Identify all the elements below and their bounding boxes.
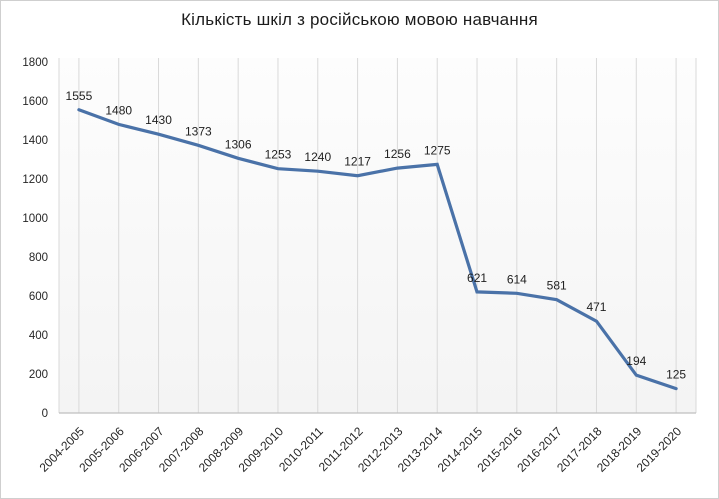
data-label: 1430 — [145, 113, 172, 127]
y-tick-label: 1600 — [22, 96, 48, 108]
data-label: 1373 — [185, 124, 212, 138]
data-label: 471 — [586, 300, 606, 314]
data-label: 1555 — [66, 89, 93, 103]
y-tick-label: 1000 — [22, 213, 48, 225]
data-label: 621 — [467, 271, 487, 285]
data-label: 1217 — [344, 155, 371, 169]
y-tick-label: 200 — [29, 369, 48, 381]
data-label: 125 — [666, 368, 686, 382]
plot-area — [59, 58, 696, 413]
y-tick-label: 0 — [42, 408, 48, 420]
y-tick-label: 600 — [29, 291, 48, 303]
data-label: 1253 — [265, 148, 292, 162]
data-label: 1275 — [424, 143, 451, 157]
series-line — [77, 108, 678, 391]
data-label: 614 — [507, 272, 527, 286]
y-tick-label: 1400 — [22, 135, 48, 147]
y-tick-label: 400 — [29, 330, 48, 342]
data-label: 1480 — [105, 103, 132, 117]
chart-title: Кількість шкіл з російською мовою навчан… — [181, 10, 538, 29]
y-tick-label: 1800 — [22, 57, 48, 69]
data-label: 194 — [626, 354, 646, 368]
data-label: 1240 — [304, 150, 331, 164]
y-tick-label: 1200 — [22, 174, 48, 186]
data-label: 1306 — [225, 137, 252, 151]
data-label: 1256 — [384, 147, 411, 161]
data-label: 581 — [547, 279, 567, 293]
y-tick-label: 800 — [29, 252, 48, 264]
